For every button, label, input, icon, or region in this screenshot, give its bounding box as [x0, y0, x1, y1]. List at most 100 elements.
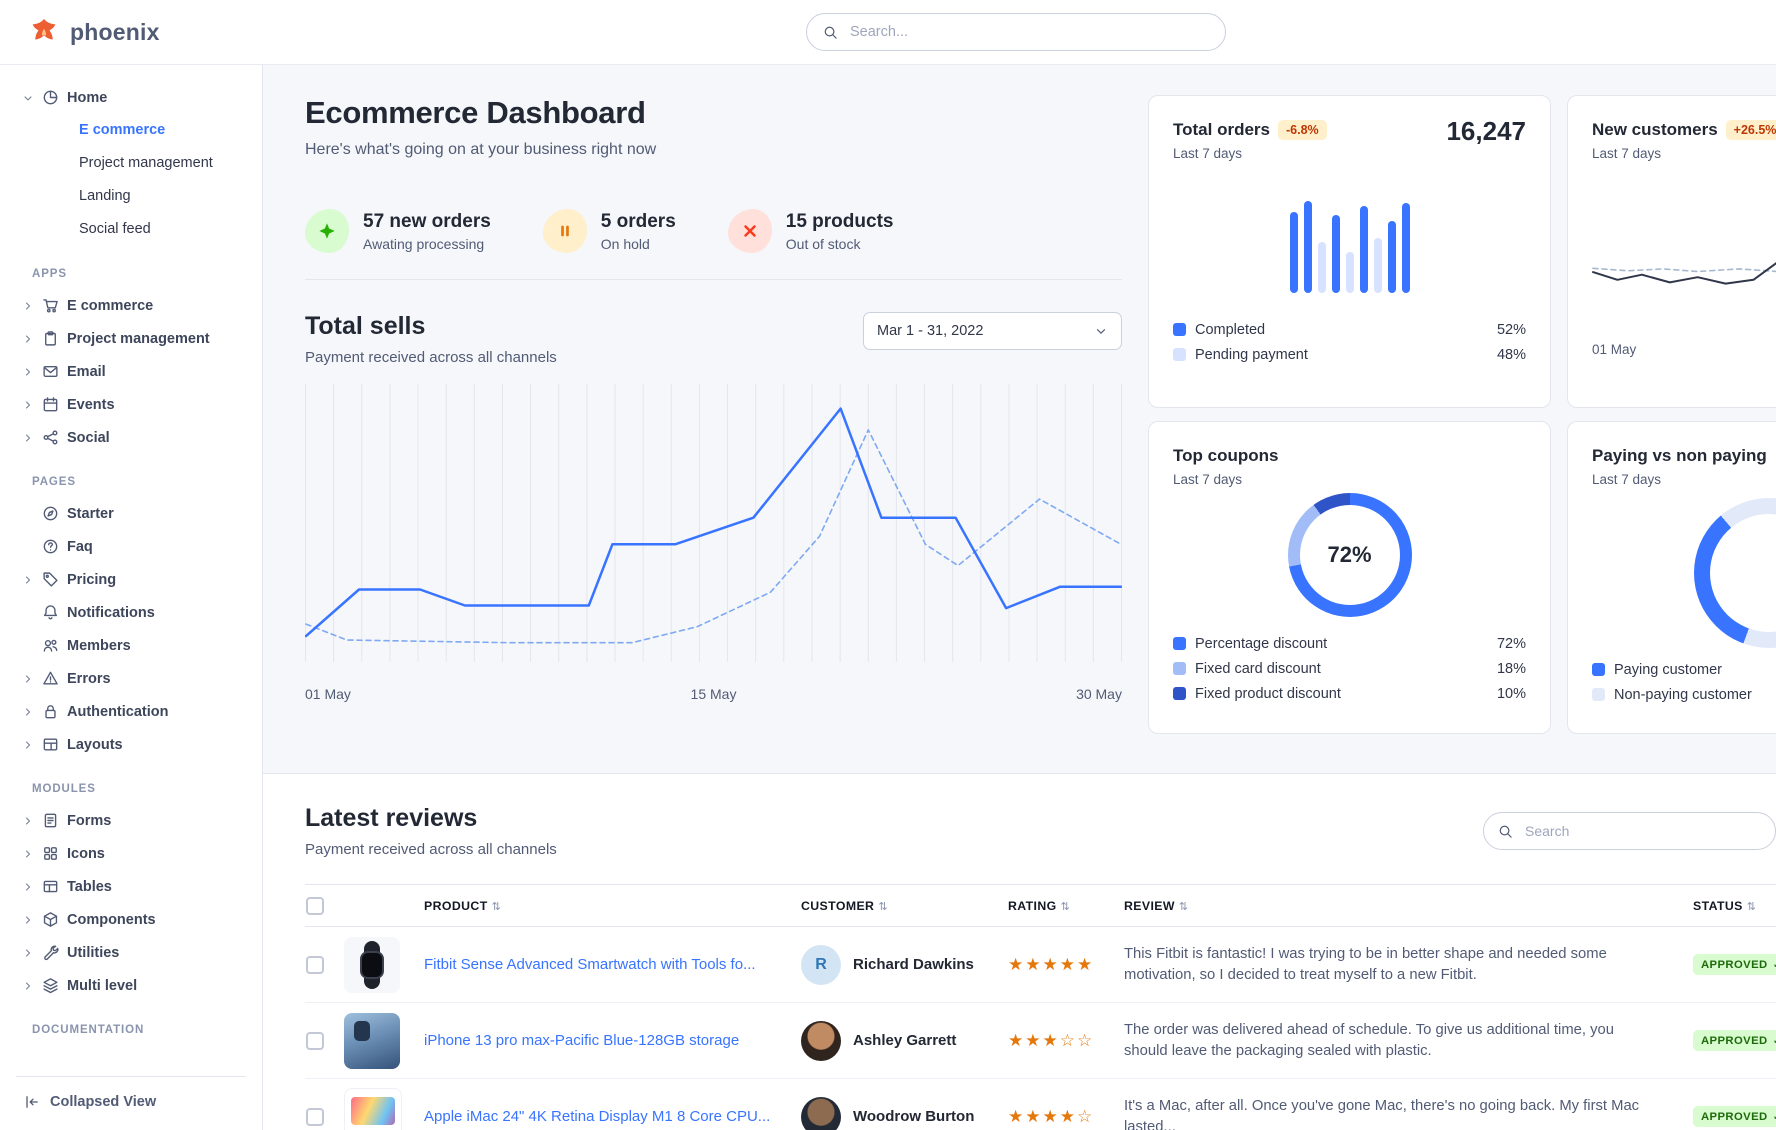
column-header-review[interactable]: REVIEW ⇅	[1124, 898, 1189, 913]
sidebar-item-tables[interactable]: Tables	[14, 870, 252, 903]
legend-swatch	[1173, 323, 1186, 336]
sidebar-item-components[interactable]: Components	[14, 903, 252, 936]
sort-icon: ⇅	[491, 900, 502, 913]
topbar-search[interactable]	[806, 13, 1226, 51]
new-customers-badge: +26.5%	[1725, 120, 1776, 140]
sidebar-item-e-commerce[interactable]: E commerce	[14, 289, 252, 322]
x-label-mid: 15 May	[690, 686, 737, 702]
sidebar-item-faq[interactable]: Faq	[14, 530, 252, 563]
legend-value: 52%	[1496, 321, 1526, 338]
order-bar	[1303, 201, 1312, 293]
product-image-imac	[344, 1087, 402, 1130]
caret-spacer	[22, 607, 34, 619]
sidebar-item-layouts[interactable]: Layouts	[14, 728, 252, 761]
date-range-select[interactable]: Mar 1 - 31, 2022	[863, 312, 1122, 350]
review-row: Apple iMac 24" 4K Retina Display M1 8 Co…	[305, 1079, 1776, 1130]
legend-item-non-paying-customer: Non-paying customer	[1592, 682, 1776, 707]
column-header-customer[interactable]: CUSTOMER ⇅	[801, 898, 888, 913]
product-link[interactable]: iPhone 13 pro max-Pacific Blue-128GB sto…	[424, 1031, 740, 1049]
sidebar-item-social[interactable]: Social	[14, 421, 252, 454]
collapse-left-icon	[24, 1094, 40, 1110]
reviews-search[interactable]	[1483, 812, 1776, 850]
legend-item-paying-customer: Paying customer	[1592, 657, 1776, 682]
legend-value: 72%	[1496, 635, 1526, 652]
legend-label: Fixed card discount	[1195, 660, 1321, 677]
sidebar-item-icons[interactable]: Icons	[14, 837, 252, 870]
total-orders-title: Total orders	[1173, 120, 1270, 139]
sidebar-item-label: Events	[67, 396, 115, 413]
status-badge: APPROVED✓	[1693, 954, 1776, 975]
sidebar-item-members[interactable]: Members	[14, 629, 252, 662]
sidebar-item-authentication[interactable]: Authentication	[14, 695, 252, 728]
column-header-product[interactable]: PRODUCT ⇅	[424, 898, 502, 913]
row-checkbox[interactable]	[306, 1107, 324, 1126]
components-icon	[42, 911, 59, 928]
avatar: R	[801, 944, 841, 985]
sidebar-section-title-apps: APPS	[32, 268, 67, 280]
product-link[interactable]: Apple iMac 24" 4K Retina Display M1 8 Co…	[424, 1107, 771, 1125]
search-icon	[1498, 824, 1513, 839]
row-checkbox[interactable]	[306, 1031, 324, 1050]
sidebar-item-multi-level[interactable]: Multi level	[14, 969, 252, 1002]
sidebar-item-notifications[interactable]: Notifications	[14, 596, 252, 629]
select-all-cell	[305, 885, 343, 927]
sidebar-item-home[interactable]: Home	[14, 81, 252, 114]
caret-spacer	[22, 541, 34, 553]
icons-grid-icon	[42, 845, 59, 862]
review-text: It's a Mac, after all. Once you've gone …	[1124, 1098, 1640, 1130]
sidebar-item-label: Notifications	[67, 604, 155, 621]
topbar-search-input[interactable]	[848, 23, 1209, 41]
sidebar-item-project-management[interactable]: Project management	[14, 322, 252, 355]
reviews-search-input[interactable]	[1523, 822, 1761, 840]
sidebar-item-email[interactable]: Email	[14, 355, 252, 388]
sidebar-item-label: Layouts	[67, 736, 123, 753]
legend-item-percentage-discount: Percentage discount 72%	[1173, 631, 1526, 656]
clipboard-icon	[42, 330, 59, 347]
chevron-right-icon	[22, 914, 34, 926]
legend-label: Fixed product discount	[1195, 685, 1341, 702]
caret-spacer	[22, 640, 34, 652]
chevron-right-icon	[22, 947, 34, 959]
chevron-right-icon	[22, 881, 34, 893]
chevron-right-icon	[22, 432, 34, 444]
stat-blob	[542, 209, 587, 253]
sidebar-item-utilities[interactable]: Utilities	[14, 936, 252, 969]
sidebar-item-label: Pricing	[67, 571, 117, 588]
layers-icon	[42, 977, 59, 994]
product-link[interactable]: Fitbit Sense Advanced Smartwatch with To…	[424, 955, 756, 973]
order-bar	[1359, 206, 1368, 293]
sidebar: Home E commerce Project management Landing S…	[0, 64, 263, 1130]
rating-stars: ★★★☆☆	[1008, 1030, 1095, 1050]
reviews-table: PRODUCT ⇅ CUSTOMER ⇅ RATING ⇅ REVIEW ⇅ STATUS ⇅ F…	[305, 884, 1776, 1130]
column-header-status[interactable]: STATUS ⇅	[1693, 898, 1757, 913]
total-orders-card: Total orders -6.8% Last 7 days 16,247 Co…	[1148, 95, 1551, 408]
sidebar-item-label: Members	[67, 637, 131, 654]
stat-on-hold: 5 orders On hold	[542, 209, 676, 253]
total-sells-chart: 01 May 15 May 30 May	[304, 384, 1123, 702]
collapsed-view-toggle[interactable]: Collapsed View	[16, 1076, 246, 1130]
row-checkbox[interactable]	[306, 955, 324, 974]
sidebar-item-pricing[interactable]: Pricing	[14, 563, 252, 596]
sidebar-item-errors[interactable]: Errors	[14, 662, 252, 695]
sidebar-item-label: Starter	[67, 505, 114, 522]
sidebar-subitem-e-commerce[interactable]: E commerce	[79, 122, 166, 138]
new-customers-card: New customers +26.5% Last 7 days 01 May	[1567, 95, 1776, 408]
sidebar-subitem-project-management[interactable]: Project management	[79, 155, 213, 171]
sidebar-subitem-landing[interactable]: Landing	[79, 188, 131, 204]
order-bar	[1387, 221, 1396, 293]
review-text: The order was delivered ahead of schedul…	[1124, 1022, 1614, 1059]
phoenix-logo-icon	[28, 16, 60, 48]
reviews-subtitle: Payment received across all channels	[305, 841, 557, 858]
total-sells-x-axis: 01 May 15 May 30 May	[305, 686, 1122, 702]
select-all-checkbox[interactable]	[306, 896, 324, 915]
kpi-cards: Total orders -6.8% Last 7 days 16,247 Co…	[1148, 95, 1776, 773]
sidebar-item-starter[interactable]: Starter	[14, 497, 252, 530]
column-header-rating[interactable]: RATING ⇅	[1008, 898, 1071, 913]
sidebar-subitem-social-feed[interactable]: Social feed	[79, 221, 151, 237]
check-icon: ✓	[1773, 958, 1776, 971]
sidebar-item-events[interactable]: Events	[14, 388, 252, 421]
share-icon	[42, 429, 59, 446]
calendar-icon	[42, 396, 59, 413]
brand-logo[interactable]: phoenix	[0, 16, 235, 48]
sidebar-item-forms[interactable]: Forms	[14, 804, 252, 837]
